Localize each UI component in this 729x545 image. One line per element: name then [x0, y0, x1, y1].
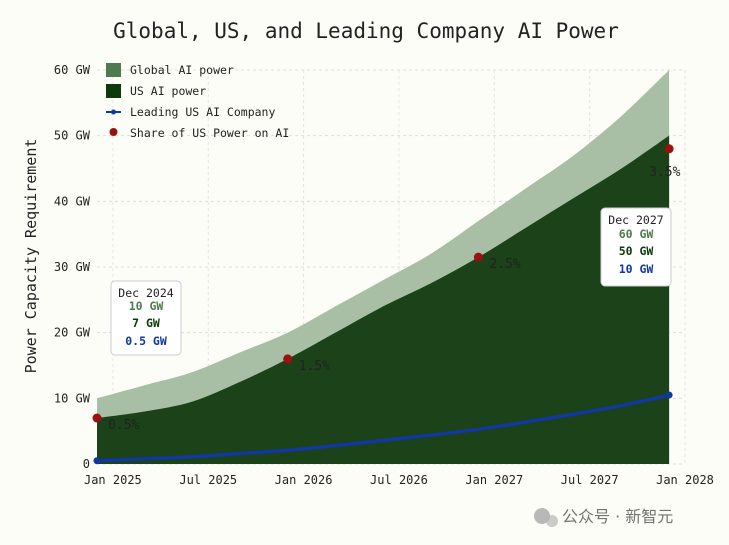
legend-label-company: Leading US AI Company [130, 105, 275, 119]
annotation-us: 50 GW [619, 244, 654, 258]
legend: Global AI power US AI power Leading US A… [106, 63, 289, 140]
x-tick-label: Jan 2028 [656, 473, 714, 487]
company-point [93, 457, 101, 465]
share-marker [664, 144, 674, 154]
y-tick-label: 50 GW [54, 129, 91, 143]
legend-swatch-company-dot [111, 109, 116, 115]
chart-title: Global, US, and Leading Company AI Power [113, 19, 619, 43]
x-axis-ticks: Jan 2025 Jul 2025 Jan 2026 Jul 2026 Jan 2027… [84, 473, 714, 487]
annotation-date: Dec 2027 [608, 213, 663, 227]
x-tick-label: Jul 2027 [561, 473, 619, 487]
share-markers: 0.5% 1.5% 2.5% 3.5% [92, 144, 681, 433]
annotation-box [600, 207, 672, 287]
annotation-global: 60 GW [619, 227, 654, 241]
watermark: 公众号 · 新智元 [534, 507, 673, 527]
annotation-box [110, 280, 182, 356]
annotation-date: Dec 2024 [118, 286, 173, 300]
legend-label-us: US AI power [130, 84, 206, 98]
wechat-icon-small [546, 515, 558, 527]
y-axis-ticks: 0 10 GW 20 GW 30 GW 40 GW 50 GW 60 GW [54, 63, 91, 471]
line-leading-us-ai-company [96, 393, 670, 463]
annotation-dec-2024: Dec 2024 10 GW 7 GW 0.5 GW [110, 280, 182, 356]
share-marker [283, 354, 293, 364]
annotation-company: 0.5 GW [125, 334, 167, 348]
annotation-global: 10 GW [129, 299, 164, 313]
legend-label-global: Global AI power [130, 63, 234, 77]
company-point [665, 391, 673, 399]
x-tick-label: Jan 2025 [84, 473, 142, 487]
x-tick-label: Jan 2026 [275, 473, 333, 487]
share-marker [473, 252, 483, 262]
x-tick-label: Jan 2027 [465, 473, 523, 487]
y-tick-label: 20 GW [54, 326, 91, 340]
share-label: 1.5% [299, 359, 330, 374]
legend-label-share: Share of US Power on AI [130, 126, 289, 140]
y-tick-label: 30 GW [54, 260, 91, 274]
y-tick-label: 0 [83, 457, 90, 471]
x-tick-label: Jul 2026 [370, 473, 428, 487]
share-label: 2.5% [489, 257, 520, 272]
areas [97, 70, 670, 464]
share-label: 0.5% [108, 418, 139, 433]
annotation-company: 10 GW [619, 262, 654, 276]
share-label: 3.5% [649, 165, 680, 180]
annotation-dec-2027: Dec 2027 60 GW 50 GW 10 GW [600, 207, 672, 287]
y-tick-label: 40 GW [54, 194, 91, 208]
area-us-ai-power [97, 135, 670, 464]
annotation-us: 7 GW [132, 316, 160, 330]
y-tick-label: 60 GW [54, 63, 91, 77]
legend-swatch-global [106, 63, 121, 77]
y-axis-label: Power Capacity Requirement [22, 139, 40, 374]
wechat-icon [534, 508, 550, 524]
y-tick-label: 10 GW [54, 391, 91, 405]
share-marker [92, 413, 102, 423]
x-tick-label: Jul 2025 [179, 473, 237, 487]
company-line [93, 391, 673, 465]
watermark-text: 公众号 · 新智元 [562, 507, 673, 526]
legend-swatch-us [106, 84, 121, 98]
legend-swatch-share [109, 128, 118, 136]
